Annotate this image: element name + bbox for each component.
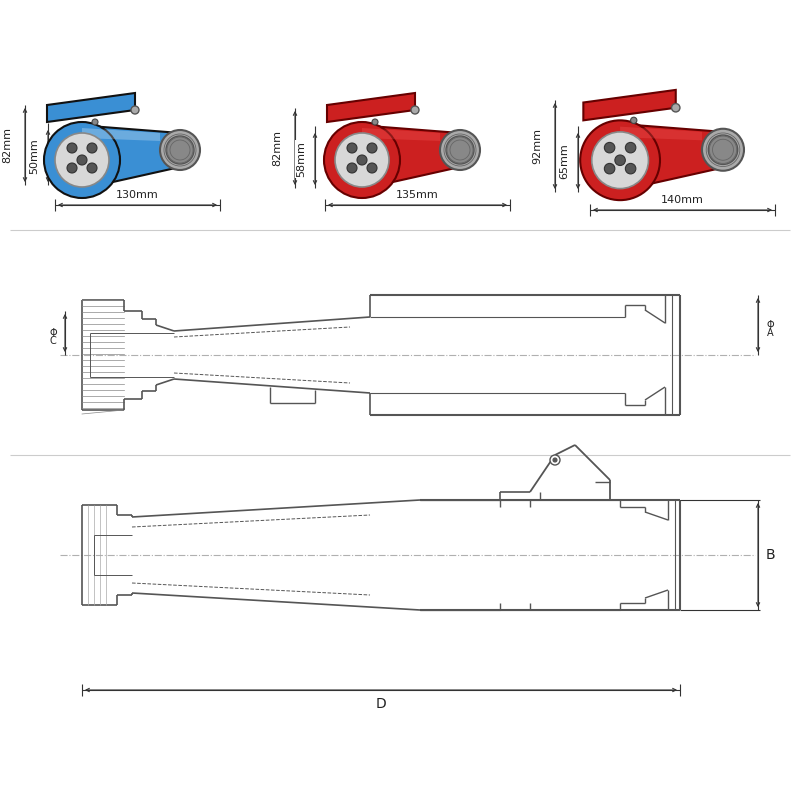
Text: 135mm: 135mm — [396, 190, 439, 200]
Circle shape — [604, 163, 615, 174]
Polygon shape — [327, 93, 415, 122]
Polygon shape — [77, 125, 180, 190]
Text: Φ: Φ — [49, 328, 57, 338]
Circle shape — [160, 130, 200, 170]
Circle shape — [87, 163, 97, 173]
Circle shape — [44, 122, 120, 198]
Circle shape — [372, 119, 378, 125]
Circle shape — [55, 133, 109, 187]
Circle shape — [67, 143, 77, 153]
Circle shape — [347, 163, 357, 173]
Circle shape — [446, 136, 474, 164]
Text: A: A — [766, 328, 774, 338]
Polygon shape — [357, 125, 460, 190]
Polygon shape — [82, 128, 160, 141]
Polygon shape — [47, 93, 135, 122]
Text: B: B — [765, 548, 775, 562]
Circle shape — [702, 129, 744, 170]
Circle shape — [604, 142, 615, 153]
Circle shape — [550, 455, 560, 465]
Text: 140mm: 140mm — [661, 195, 704, 205]
Polygon shape — [615, 123, 723, 192]
Circle shape — [592, 132, 649, 189]
Circle shape — [357, 155, 367, 165]
Circle shape — [626, 142, 636, 153]
Circle shape — [440, 130, 480, 170]
Circle shape — [347, 143, 357, 153]
Text: 58mm: 58mm — [296, 141, 306, 177]
Circle shape — [553, 458, 557, 462]
Text: 82mm: 82mm — [272, 130, 282, 166]
Text: 82mm: 82mm — [2, 127, 12, 163]
Circle shape — [580, 120, 660, 200]
Circle shape — [335, 133, 389, 187]
Circle shape — [367, 143, 377, 153]
Text: 92mm: 92mm — [532, 128, 542, 164]
Circle shape — [411, 106, 419, 114]
Text: Φ: Φ — [766, 320, 774, 330]
Circle shape — [67, 163, 77, 173]
Circle shape — [87, 143, 97, 153]
Polygon shape — [362, 128, 440, 141]
Circle shape — [166, 136, 194, 164]
Circle shape — [615, 155, 626, 166]
Circle shape — [92, 119, 98, 125]
Circle shape — [367, 163, 377, 173]
Text: 130mm: 130mm — [116, 190, 159, 200]
Circle shape — [131, 106, 139, 114]
Text: D: D — [376, 697, 386, 711]
Circle shape — [671, 103, 680, 112]
Text: C: C — [50, 336, 56, 346]
Circle shape — [324, 122, 400, 198]
Circle shape — [630, 117, 637, 123]
Text: 50mm: 50mm — [29, 138, 39, 174]
Polygon shape — [583, 90, 676, 120]
Polygon shape — [620, 126, 702, 140]
Circle shape — [708, 135, 738, 165]
Circle shape — [626, 163, 636, 174]
Text: 65mm: 65mm — [559, 143, 569, 179]
Circle shape — [77, 155, 87, 165]
